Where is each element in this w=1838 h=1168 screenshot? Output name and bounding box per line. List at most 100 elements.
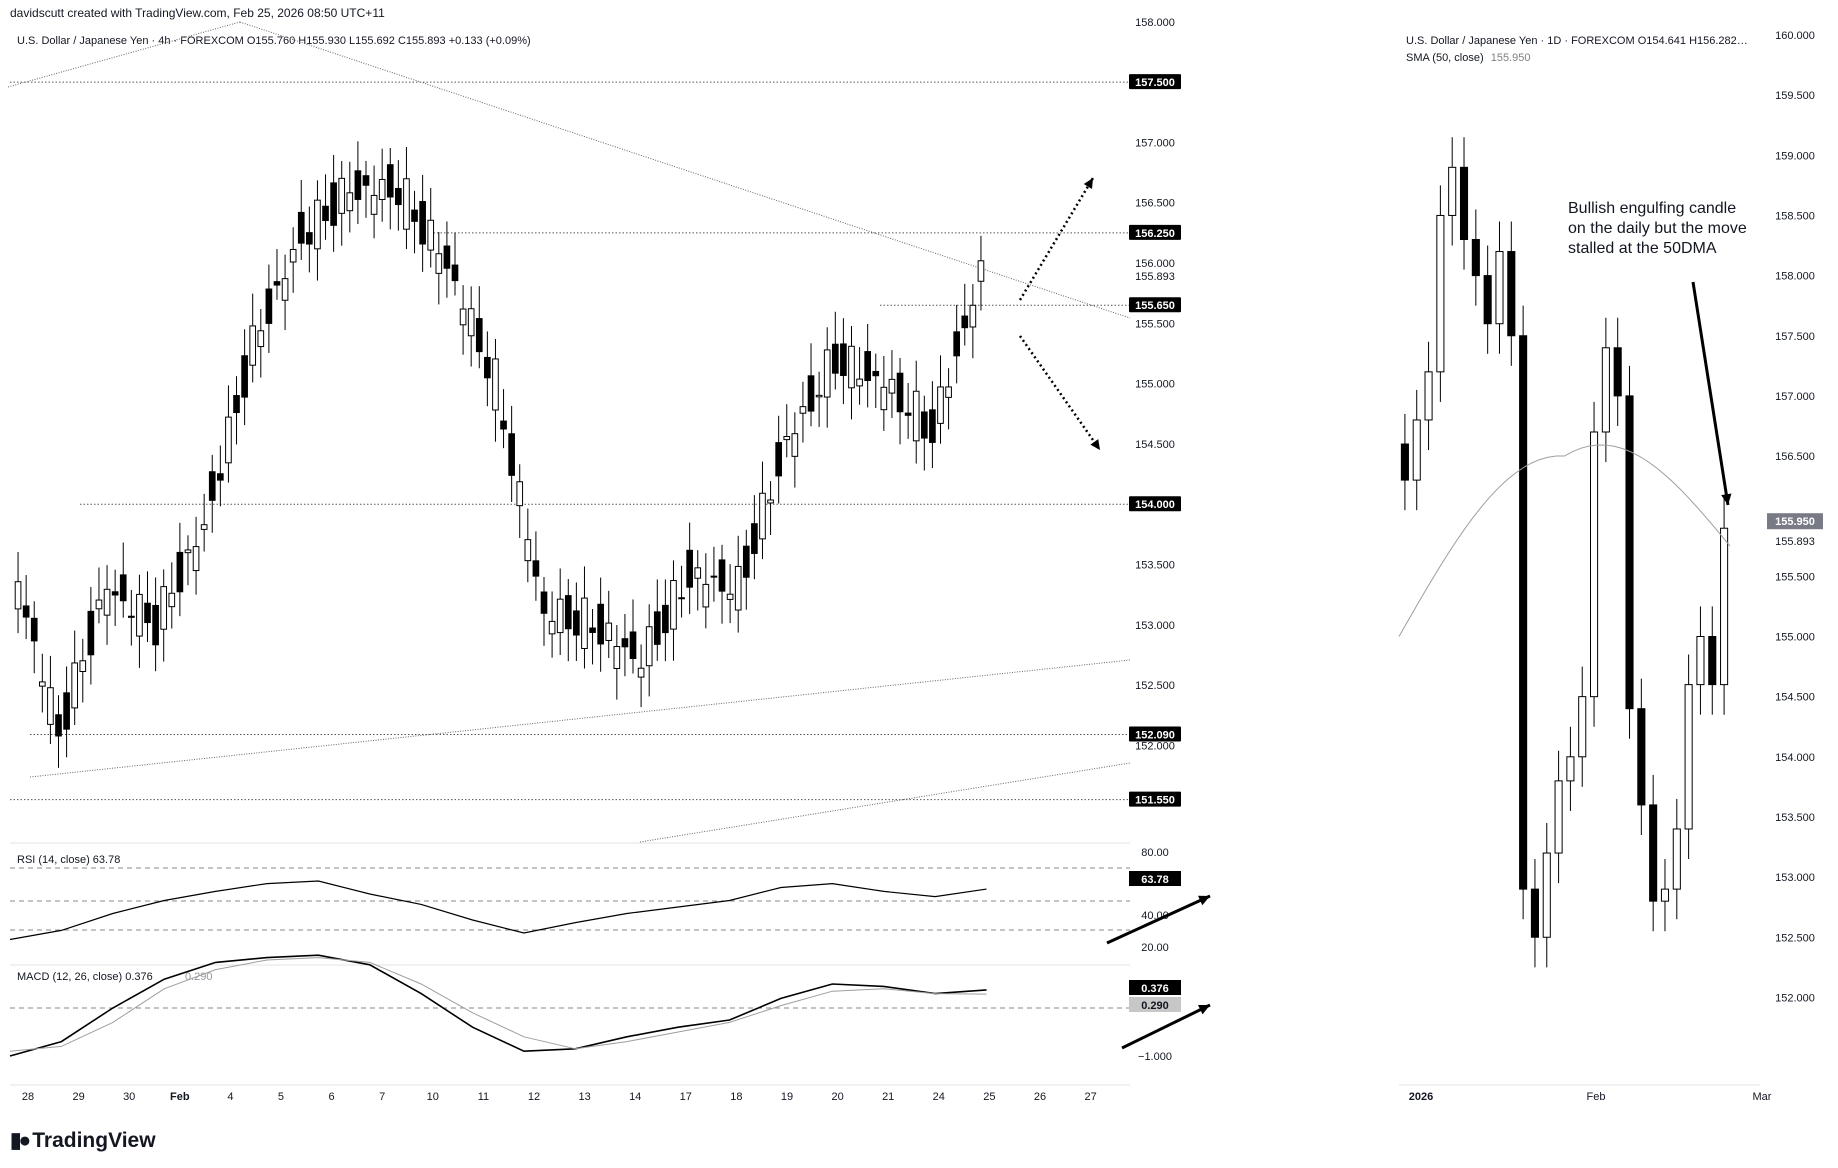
- candle-body: [524, 539, 532, 562]
- candle-body: [1400, 443, 1409, 481]
- candle-body: [564, 595, 572, 630]
- price-tick-label: 153.500: [1775, 812, 1815, 824]
- price-tick-label: 152.500: [1775, 932, 1815, 944]
- candle-body: [548, 620, 556, 635]
- macd-trend-arrow-head: [1198, 1005, 1210, 1015]
- candle-body: [969, 304, 977, 328]
- rsi-label: RSI (14, close) 63.78: [17, 854, 120, 866]
- candle-body: [848, 345, 855, 389]
- price-tick-label: 152.000: [1135, 740, 1175, 752]
- candle-body: [1519, 335, 1528, 890]
- left-trendlines: [7, 21, 1131, 843]
- candle-body: [1660, 888, 1670, 902]
- price-tick-label: 154.000: [1775, 752, 1815, 764]
- candle-body: [1720, 527, 1729, 686]
- price-tick-label: 153.500: [1135, 560, 1175, 572]
- candle-body: [257, 330, 265, 348]
- candle-body: [823, 349, 831, 398]
- candle-body: [540, 591, 548, 614]
- left-candles: [14, 141, 985, 768]
- candle-body: [1530, 888, 1539, 938]
- candle-body: [225, 416, 232, 464]
- macd-signal-badge-label: 0.290: [1141, 1000, 1169, 1012]
- price-tick-label: 155.500: [1775, 571, 1815, 583]
- candle-body: [1672, 828, 1681, 890]
- price-tick-label: 158.000: [1775, 271, 1815, 283]
- candle-body: [484, 356, 491, 379]
- level-badge: [1129, 297, 1181, 313]
- candle-body: [467, 308, 475, 337]
- candle-body: [953, 331, 961, 357]
- candle-body: [249, 325, 257, 366]
- annotation-text: Bullish engulfing candle: [1568, 200, 1736, 217]
- level-badge-label: 157.500: [1135, 77, 1175, 89]
- candle-body: [775, 442, 782, 477]
- macd-signal-badge: [1129, 997, 1181, 1012]
- price-tick-label: 156.000: [1135, 258, 1175, 270]
- sma-line: [1398, 444, 1731, 637]
- candle-body: [314, 199, 321, 250]
- macd-trend-arrow: [1121, 1003, 1211, 1050]
- candle-body: [217, 473, 224, 481]
- price-tick-label: 153.000: [1775, 872, 1815, 884]
- candle-body: [508, 433, 515, 476]
- candle-body: [961, 315, 969, 329]
- price-tick-label: 155.000: [1135, 379, 1175, 391]
- candle-body: [144, 602, 151, 624]
- candle-body: [662, 604, 669, 634]
- time-axis-label: 7: [379, 1091, 385, 1103]
- candle-body: [710, 575, 718, 578]
- left-horizontal-levels: [10, 81, 1130, 801]
- candle-body: [589, 627, 596, 633]
- rsi-value-badge: [1129, 871, 1181, 886]
- time-axis-label: 25: [983, 1091, 995, 1103]
- candle-body: [573, 610, 580, 636]
- candle-body: [864, 351, 872, 382]
- candle-body: [1448, 166, 1457, 216]
- time-axis-label: 12: [528, 1091, 540, 1103]
- candle-body: [977, 260, 985, 282]
- candle-body: [670, 580, 677, 630]
- candle-body: [815, 394, 823, 398]
- price-tick-label: 159.500: [1775, 90, 1815, 102]
- macd-label: MACD (12, 26, close) 0.376: [17, 971, 153, 983]
- candle-body: [176, 551, 184, 593]
- candle-body: [346, 192, 354, 212]
- candle-body: [427, 219, 435, 251]
- candle-body: [1412, 419, 1421, 481]
- projection-arrow-up: [1018, 177, 1095, 301]
- sma-legend-label: SMA (50, close): [1406, 52, 1484, 64]
- price-tick-label: 155.000: [1775, 632, 1815, 644]
- candle-body: [532, 560, 540, 577]
- time-axis-label: 24: [933, 1091, 945, 1103]
- candle-body: [629, 631, 637, 660]
- candle-body: [306, 232, 313, 245]
- candle-body: [742, 545, 750, 578]
- right-price-axis: 160.000 159.500 159.000 158.500 158.000 157.5…: [1767, 30, 1823, 1004]
- candle-body: [1649, 804, 1658, 902]
- candle-body: [1696, 636, 1705, 686]
- candle-body: [791, 433, 799, 457]
- time-axis-label: 13: [578, 1091, 590, 1103]
- candle-body: [718, 559, 726, 592]
- right-chart-header: U.S. Dollar / Japanese Yen · 1D · FOREXC…: [1406, 35, 1748, 47]
- candle-body: [160, 586, 168, 630]
- level-badge-label: 154.000: [1135, 499, 1175, 511]
- candle-body: [678, 597, 685, 600]
- candle-body: [241, 355, 248, 398]
- candle-body: [500, 420, 507, 430]
- macd-panel: MACD (12, 26, close) 0.376 0.290 −1.000 0.3…: [9, 954, 1181, 1063]
- candle-body: [1459, 166, 1469, 241]
- time-axis-label: Feb: [1587, 1091, 1606, 1103]
- price-tick-label: 159.000: [1775, 150, 1815, 162]
- candle-body: [168, 592, 176, 608]
- candle-body: [605, 622, 613, 641]
- candle-body: [297, 211, 305, 244]
- candle-body: [1471, 239, 1480, 277]
- candle-body: [767, 499, 774, 504]
- time-axis-label: 6: [329, 1091, 335, 1103]
- candle-body: [403, 178, 410, 230]
- annotation-arrow: [1691, 281, 1730, 506]
- projection-arrow-up-head: [1083, 178, 1093, 189]
